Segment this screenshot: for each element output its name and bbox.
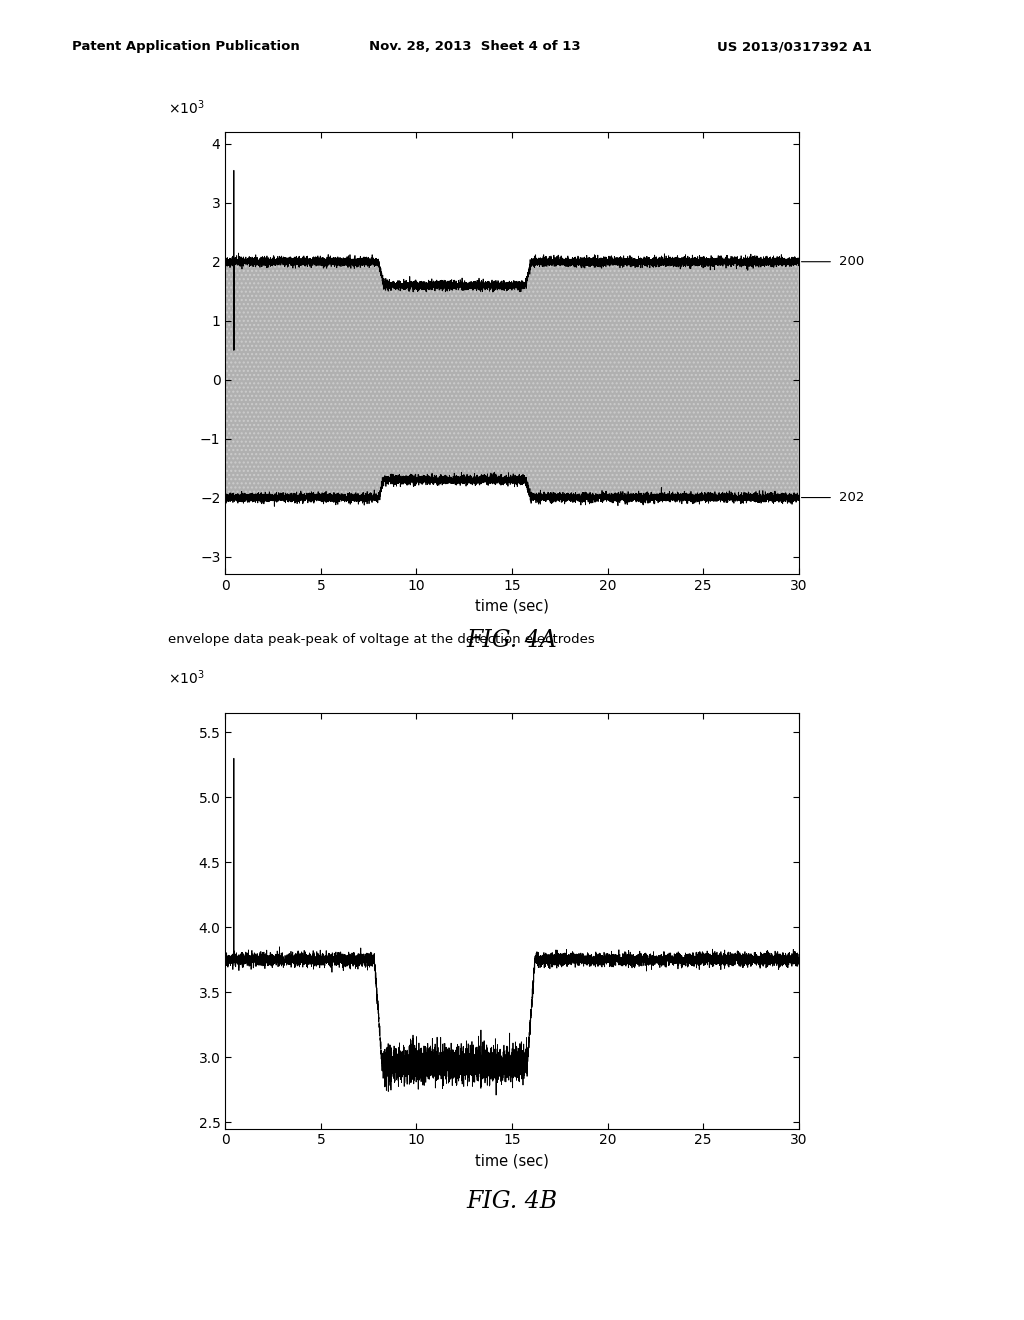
Text: US 2013/0317392 A1: US 2013/0317392 A1 [717, 40, 871, 53]
Text: 200: 200 [839, 255, 864, 268]
X-axis label: time (sec): time (sec) [475, 598, 549, 614]
X-axis label: time (sec): time (sec) [475, 1152, 549, 1168]
Text: FIG. 4B: FIG. 4B [467, 1189, 557, 1213]
Text: Patent Application Publication: Patent Application Publication [72, 40, 299, 53]
Text: envelope data peak-peak of voltage at the detection electrodes: envelope data peak-peak of voltage at th… [168, 634, 595, 647]
Text: Nov. 28, 2013  Sheet 4 of 13: Nov. 28, 2013 Sheet 4 of 13 [369, 40, 581, 53]
Text: 202: 202 [839, 491, 864, 504]
Text: $\times10^3$: $\times10^3$ [168, 668, 205, 686]
Text: FIG. 4A: FIG. 4A [467, 630, 557, 652]
Text: $\times10^3$: $\times10^3$ [168, 99, 205, 117]
